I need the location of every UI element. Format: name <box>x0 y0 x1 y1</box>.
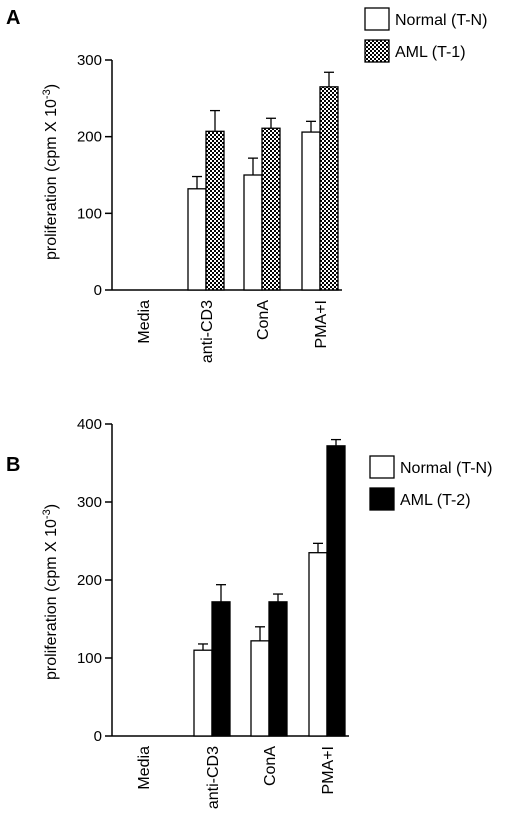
y-tick-label: 400 <box>77 416 102 433</box>
y-tick-label: 100 <box>77 205 102 222</box>
bar <box>187 188 207 291</box>
y-axis-label: proliferation (cpm X 10-3) <box>41 504 60 680</box>
category-label: Media <box>136 300 153 344</box>
y-tick-label: 0 <box>94 728 102 745</box>
bar <box>211 601 231 737</box>
category-label: PMA+I <box>320 746 337 794</box>
bar <box>261 127 281 291</box>
y-tick-label: 200 <box>77 129 102 146</box>
category-label: ConA <box>262 746 279 786</box>
category-label: PMA+I <box>313 300 330 348</box>
category-label: Media <box>136 746 153 790</box>
y-axis-label-exponent: -3 <box>41 89 53 99</box>
legend-swatch <box>364 39 390 63</box>
legend-label: Normal (T-N) <box>395 12 487 29</box>
category-label: anti-CD3 <box>205 746 222 809</box>
legend-label: AML (T-2) <box>400 492 471 509</box>
y-tick-label: 100 <box>77 650 102 667</box>
panel-label: A <box>6 7 20 29</box>
y-tick-label: 300 <box>77 52 102 69</box>
legend-label: AML (T-1) <box>395 44 466 61</box>
legend-swatch <box>369 487 395 511</box>
category-label: anti-CD3 <box>199 300 216 363</box>
legend-label: Normal (T-N) <box>400 460 492 477</box>
bar <box>193 649 213 737</box>
y-tick-label: 200 <box>77 572 102 589</box>
bar <box>319 86 339 291</box>
bar <box>205 130 225 291</box>
bar <box>308 552 328 737</box>
y-axis-label: proliferation (cpm X 10-3) <box>41 84 60 260</box>
panel-a: A 0 100 200 300 proliferation (cpm X 10-3) Med… <box>6 7 487 363</box>
y-tick-label: 300 <box>77 494 102 511</box>
bar <box>301 131 321 291</box>
bar <box>250 640 270 737</box>
bar <box>326 445 346 737</box>
y-axis-label-close: ) <box>43 504 60 509</box>
category-label: ConA <box>255 300 272 340</box>
y-tick-label: 0 <box>94 282 102 299</box>
legend-swatch <box>364 7 390 31</box>
y-axis-label-main: proliferation (cpm X 10 <box>43 99 60 260</box>
panel-label: B <box>6 454 20 476</box>
panel-b: B 0 100 200 300 400 proliferation (cpm X 10-3)… <box>6 416 492 809</box>
bar <box>268 601 288 737</box>
y-axis-label-exponent: -3 <box>41 509 53 519</box>
y-axis-label-close: ) <box>43 84 60 89</box>
y-axis-label-main: proliferation (cpm X 10 <box>43 519 60 680</box>
legend-swatch <box>369 455 395 479</box>
bar <box>243 174 263 291</box>
